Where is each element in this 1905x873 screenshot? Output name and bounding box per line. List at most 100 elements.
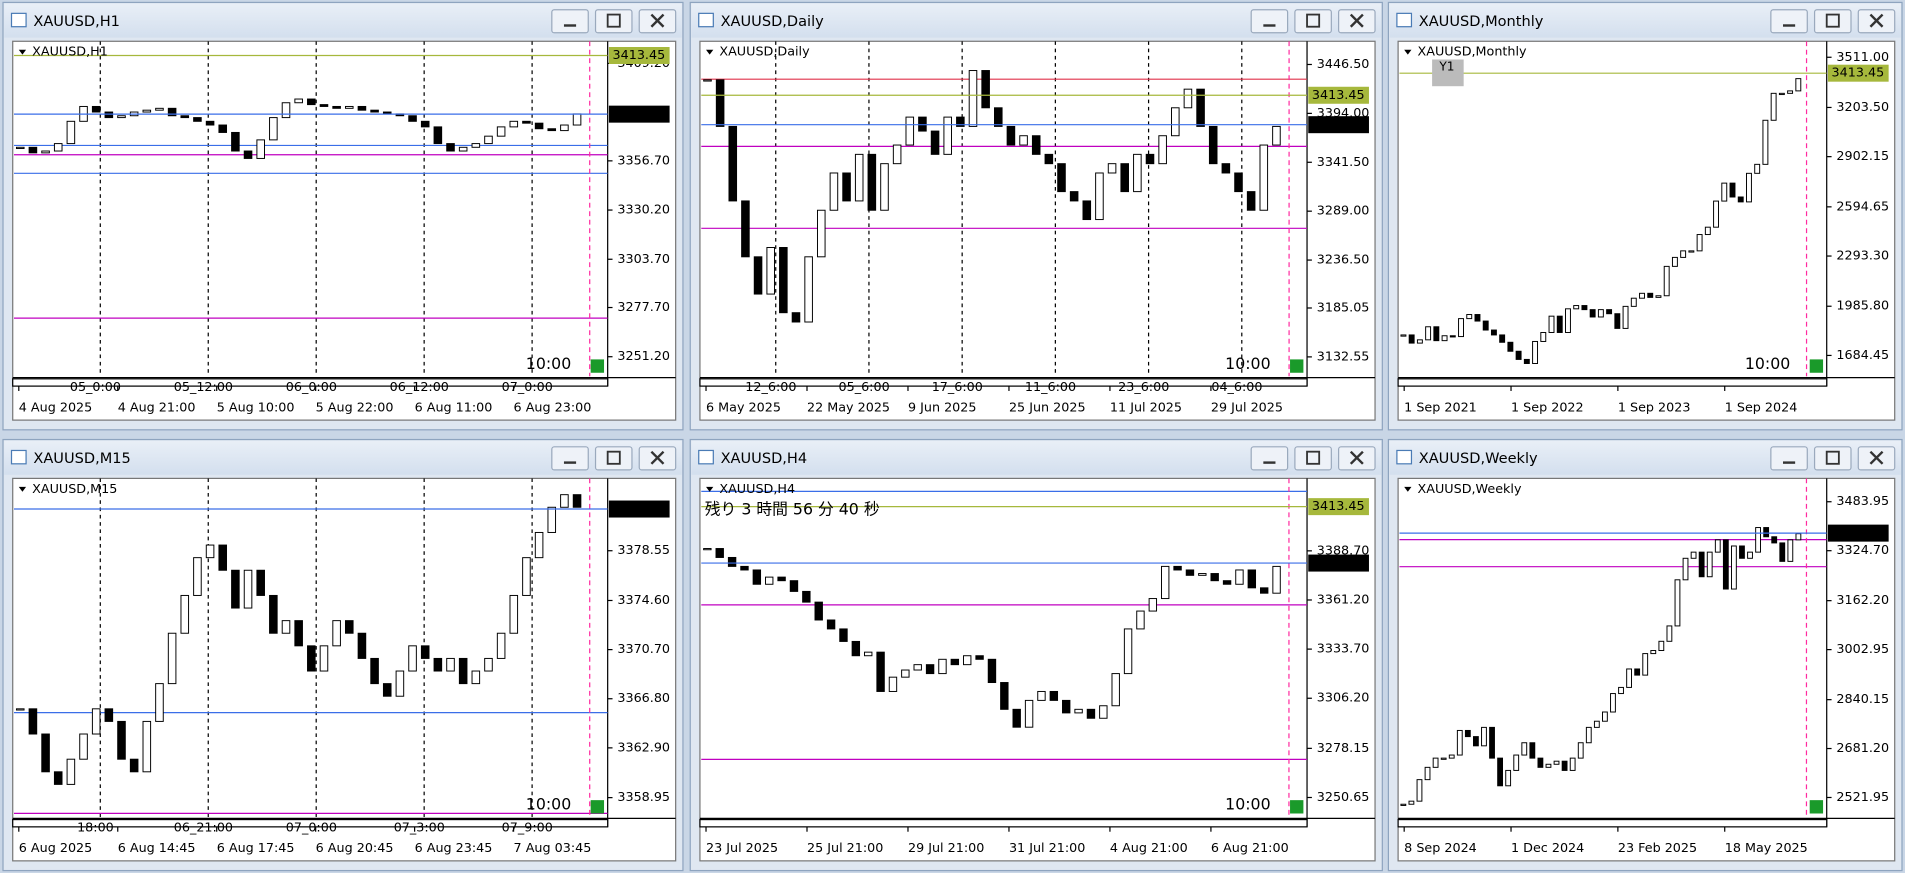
x-tick-label: 6 Aug 23:45 xyxy=(415,841,493,856)
candle xyxy=(193,557,202,596)
icon xyxy=(650,450,665,465)
candle xyxy=(281,620,291,634)
candle xyxy=(155,683,164,722)
candle xyxy=(243,569,253,609)
icon xyxy=(1825,13,1840,28)
x-tick-label: 5 Aug 22:00 xyxy=(316,400,394,415)
plot xyxy=(13,478,608,818)
candle xyxy=(1639,292,1645,299)
candle xyxy=(950,658,960,666)
separator-label: 06_21:00 xyxy=(174,821,233,836)
chart-window: XAUUSD,H13409.203356.703330.203303.70327… xyxy=(2,1,684,431)
price-tag xyxy=(1308,116,1369,134)
x-tick-label: 4 Aug 21:00 xyxy=(1110,841,1188,856)
candle xyxy=(1548,315,1555,333)
chart-menu[interactable] xyxy=(706,486,714,492)
y-tick-label: 3511.00 xyxy=(1836,50,1889,65)
chart-menu[interactable] xyxy=(18,486,27,492)
candle xyxy=(804,256,813,323)
minimize-button[interactable] xyxy=(551,9,589,34)
candle xyxy=(79,733,88,760)
candle xyxy=(1161,565,1170,600)
candle xyxy=(496,126,506,137)
plot xyxy=(701,41,1308,377)
candle xyxy=(1473,736,1479,747)
candle xyxy=(91,708,101,735)
maximize-button[interactable] xyxy=(1294,446,1332,471)
candle xyxy=(522,557,531,596)
candle xyxy=(294,98,303,104)
candle xyxy=(1666,625,1673,642)
candle xyxy=(1795,78,1802,92)
candle xyxy=(1763,527,1770,538)
maximize-button[interactable] xyxy=(1294,9,1332,34)
candle xyxy=(703,548,712,551)
chart-menu[interactable] xyxy=(18,49,27,55)
candle xyxy=(867,153,877,211)
candle xyxy=(484,135,493,145)
candle xyxy=(753,256,763,295)
separator-label: 04_6:00 xyxy=(1211,380,1262,395)
x-tick-label: 11 Jul 2025 xyxy=(1110,400,1182,415)
candle xyxy=(1247,569,1257,589)
maximize-button[interactable] xyxy=(1813,9,1852,34)
candle xyxy=(1012,708,1021,728)
candle xyxy=(765,576,774,585)
minimize-button[interactable] xyxy=(1770,9,1808,34)
candle xyxy=(791,312,801,323)
price-tag xyxy=(1827,524,1889,542)
x-tick-label: 23 Jul 2025 xyxy=(706,841,778,856)
candle xyxy=(471,670,481,685)
candle xyxy=(572,113,582,126)
chart-area xyxy=(1397,40,1896,421)
candle xyxy=(1049,690,1059,701)
maximize-button[interactable] xyxy=(594,446,633,471)
candle xyxy=(1626,668,1632,688)
candle xyxy=(1234,172,1243,193)
candle xyxy=(560,494,569,508)
minimize-button[interactable] xyxy=(1770,446,1808,471)
maximize-button[interactable] xyxy=(594,9,633,34)
status-box xyxy=(590,800,605,814)
candle xyxy=(231,569,240,609)
y-tick-label: 3251.20 xyxy=(617,349,670,364)
candle xyxy=(1198,573,1207,576)
candle xyxy=(1680,250,1687,258)
minimize-button[interactable] xyxy=(551,446,589,471)
candle xyxy=(307,645,316,672)
chart-menu[interactable] xyxy=(706,49,714,55)
candle xyxy=(496,632,506,659)
candle xyxy=(205,544,215,559)
candle xyxy=(1044,153,1054,165)
x-tick-label: 6 Aug 20:45 xyxy=(316,841,394,856)
candle xyxy=(1464,729,1471,738)
timer: 10:00 xyxy=(526,795,571,814)
chart-menu[interactable] xyxy=(1404,49,1412,55)
candle xyxy=(1630,297,1637,307)
y-tick-label: 3483.95 xyxy=(1836,494,1889,509)
candle xyxy=(1682,557,1689,581)
x-tick-label: 6 Aug 2025 xyxy=(19,841,92,856)
candle xyxy=(66,120,76,145)
minimize-button[interactable] xyxy=(1250,446,1289,471)
x-tick-label: 6 Aug 11:00 xyxy=(415,400,493,415)
price-tag xyxy=(608,500,670,518)
chart-menu[interactable] xyxy=(1404,486,1412,492)
maximize-button[interactable] xyxy=(1813,446,1852,471)
minimize-button[interactable] xyxy=(1250,9,1289,34)
candle xyxy=(1787,539,1794,562)
candle xyxy=(766,247,775,295)
candle xyxy=(1658,640,1665,652)
candle xyxy=(1000,682,1009,710)
candle xyxy=(256,139,265,159)
candle xyxy=(547,506,557,533)
candle xyxy=(1497,757,1504,787)
candle xyxy=(1545,763,1552,768)
candle xyxy=(1713,200,1720,228)
window-icon xyxy=(1396,12,1413,28)
marker-label: Y1 xyxy=(1438,59,1454,73)
candle xyxy=(484,657,493,672)
candle xyxy=(1674,579,1681,627)
price-tag-label: 3381.86 xyxy=(1312,117,1365,132)
